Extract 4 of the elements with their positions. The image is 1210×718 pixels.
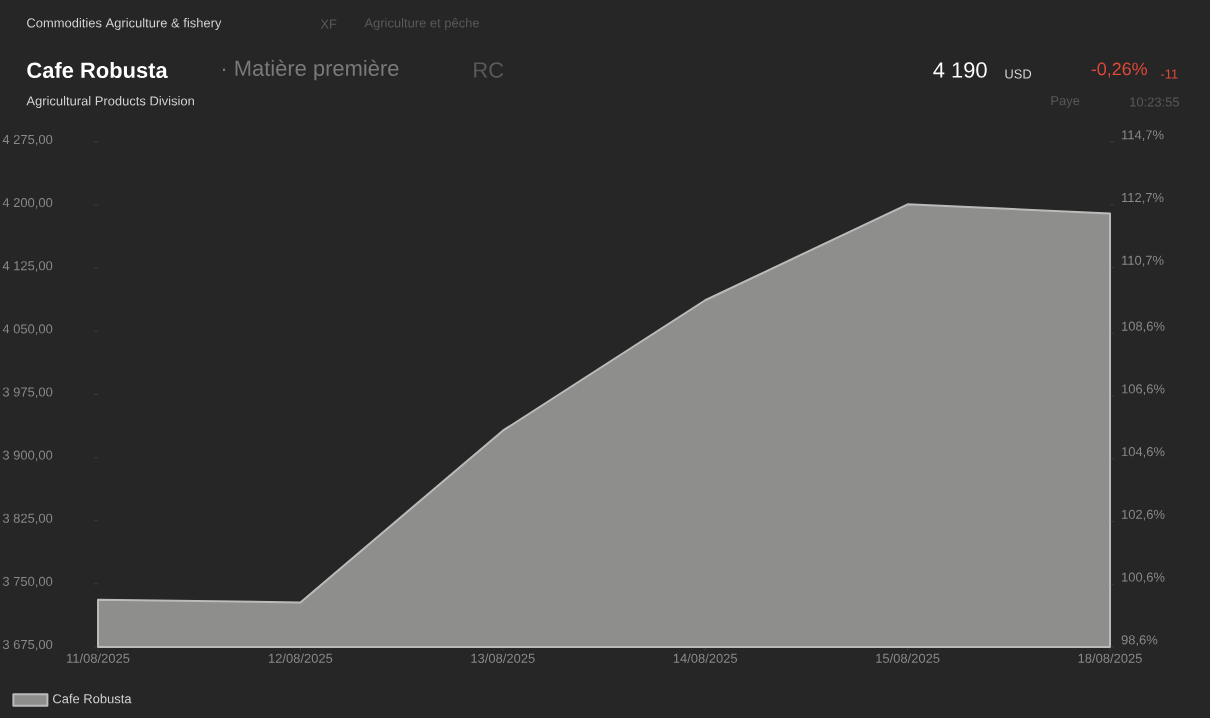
chart-title: Cafe Robusta [27, 61, 168, 79]
chart-subtitle: · Matière première [223, 59, 399, 81]
text: -0,26% [1091, 62, 1147, 78]
text: 4 190 [933, 62, 987, 78]
